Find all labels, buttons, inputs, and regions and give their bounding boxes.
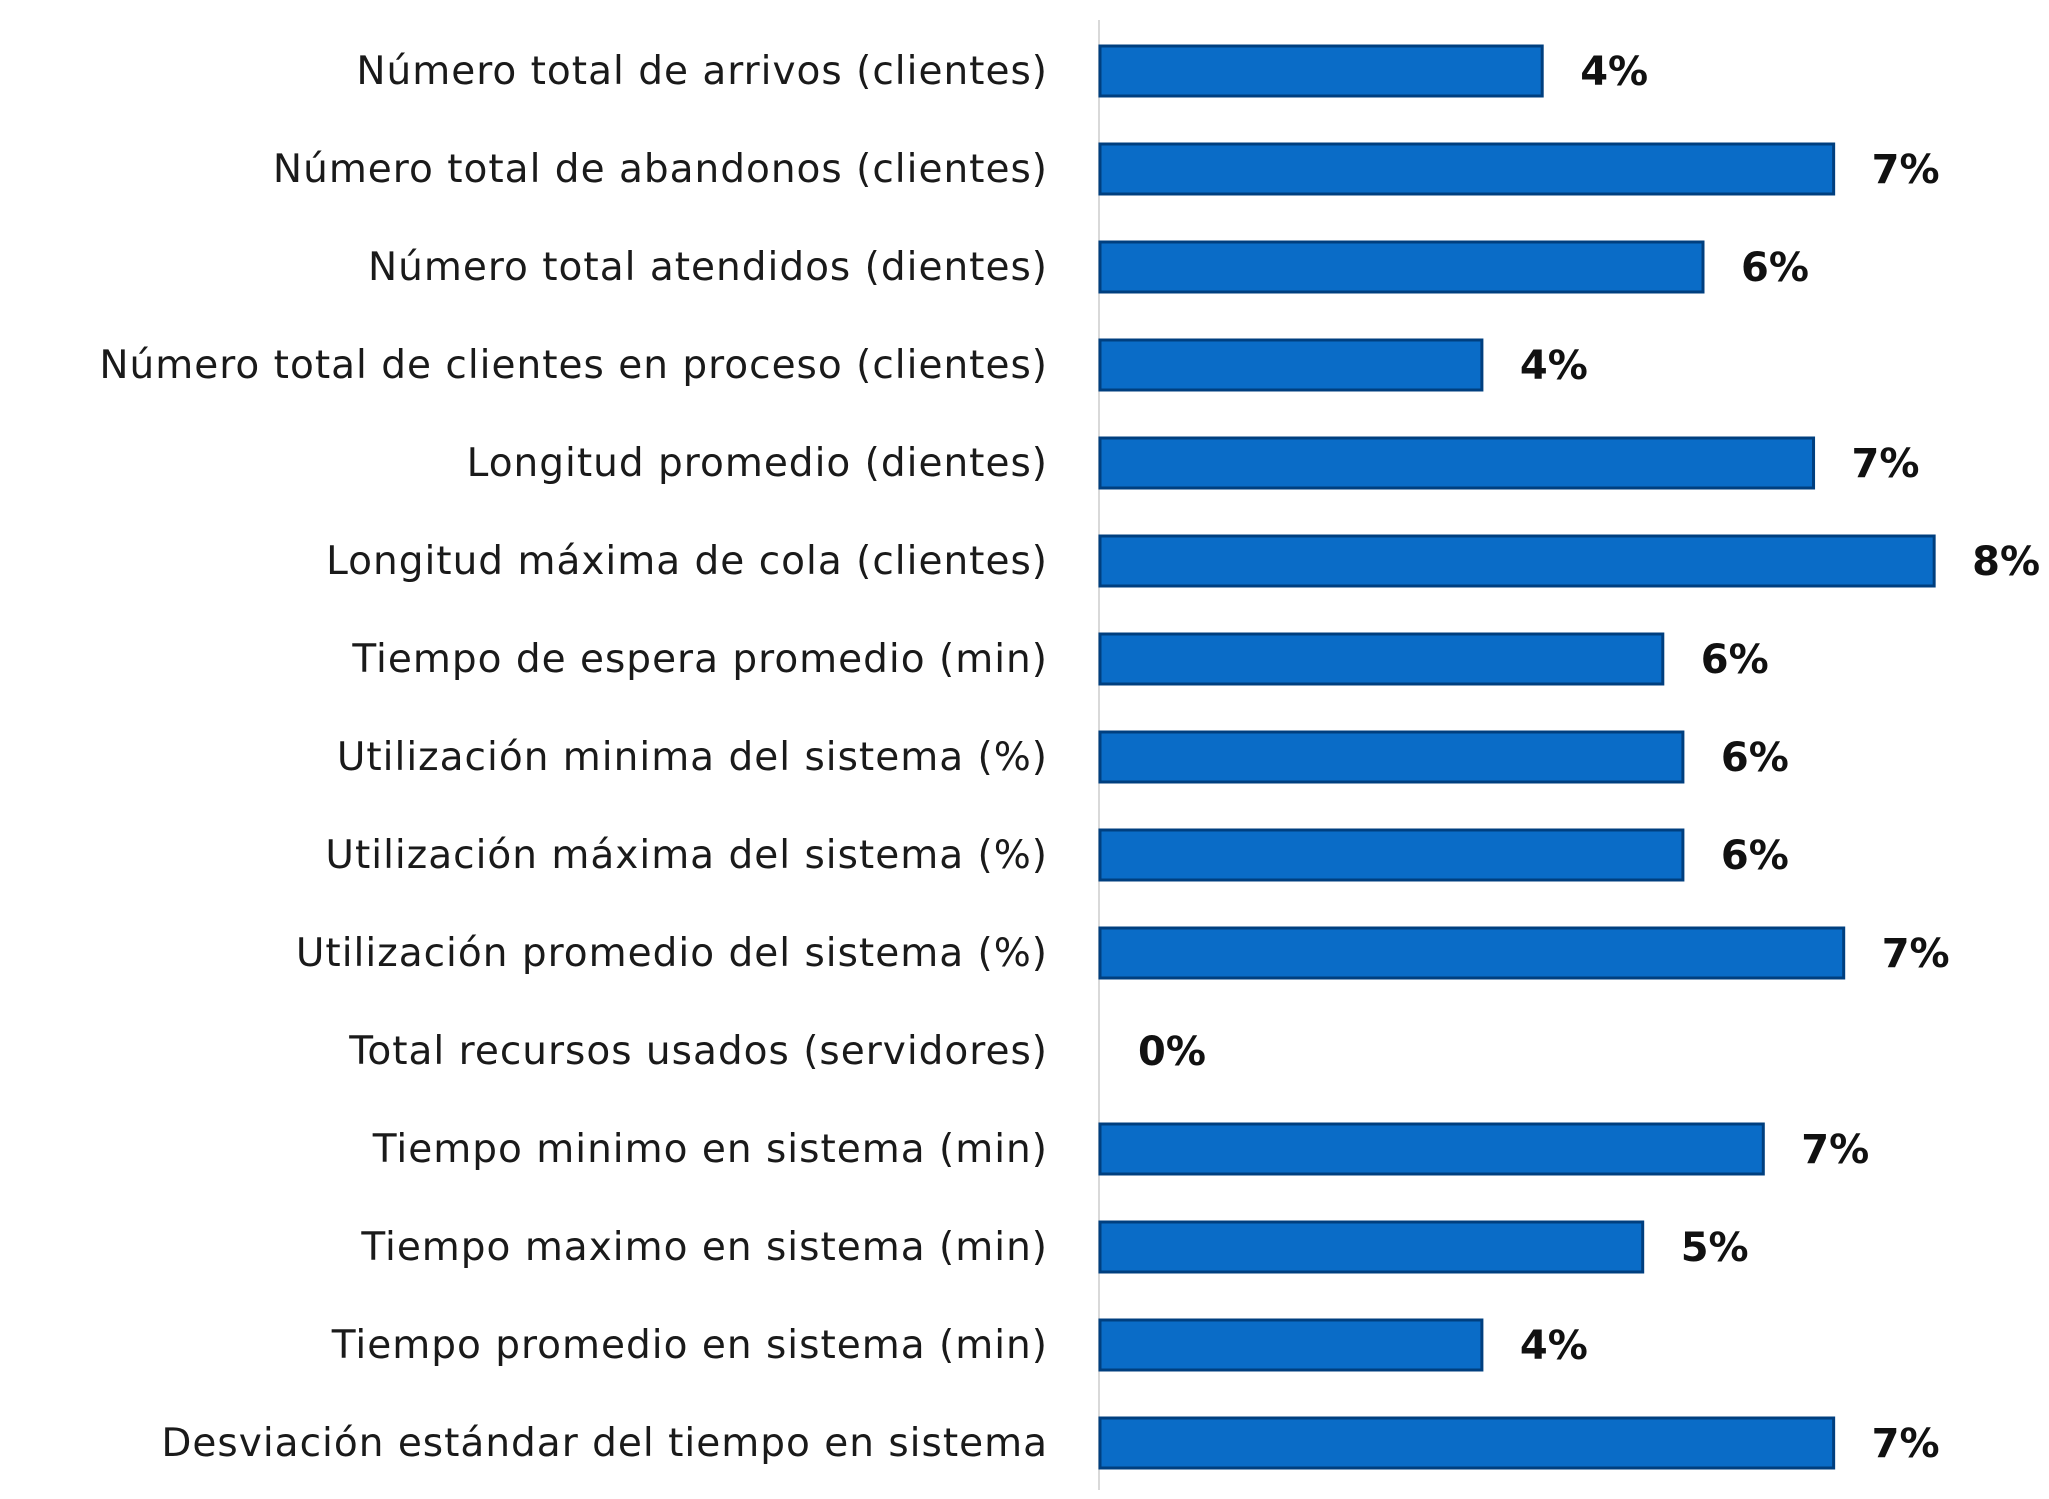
bar bbox=[1098, 632, 1665, 686]
value-label: 5% bbox=[1681, 1225, 1749, 1271]
value-label: 4% bbox=[1520, 1323, 1588, 1369]
value-label: 6% bbox=[1721, 735, 1789, 781]
category-label: Total recursos usados (servidores) bbox=[348, 1029, 1048, 1074]
value-label: 6% bbox=[1721, 833, 1789, 879]
bar bbox=[1098, 926, 1846, 980]
value-label: 4% bbox=[1580, 49, 1648, 95]
value-label: 7% bbox=[1872, 1421, 1940, 1467]
value-label: 7% bbox=[1872, 147, 1940, 193]
category-label: Número total de abandonos (clientes) bbox=[273, 147, 1048, 192]
category-label: Desviación estándar del tiempo en sistem… bbox=[161, 1421, 1048, 1466]
bar bbox=[1098, 730, 1685, 784]
value-label: 8% bbox=[1972, 539, 2040, 585]
bar bbox=[1098, 44, 1544, 98]
bar bbox=[1098, 338, 1484, 392]
bar bbox=[1098, 828, 1685, 882]
category-label: Tiempo de espera promedio (min) bbox=[351, 637, 1048, 682]
category-label: Número total de clientes en proceso (cli… bbox=[99, 343, 1048, 388]
value-label: 0% bbox=[1138, 1029, 1206, 1075]
category-label: Utilización máxima del sistema (%) bbox=[325, 833, 1048, 878]
bar bbox=[1098, 240, 1705, 294]
category-label: Tiempo maximo en sistema (min) bbox=[360, 1225, 1048, 1270]
bar bbox=[1098, 142, 1836, 196]
category-label: Longitud promedio (dientes) bbox=[467, 441, 1048, 486]
bars bbox=[1098, 44, 1936, 1470]
category-label: Tiempo promedio en sistema (min) bbox=[331, 1323, 1048, 1368]
value-label: 7% bbox=[1852, 441, 1920, 487]
category-label: Número total de arrivos (clientes) bbox=[356, 49, 1048, 94]
value-label: 6% bbox=[1701, 637, 1769, 683]
bar bbox=[1098, 534, 1936, 588]
bar bbox=[1098, 1220, 1645, 1274]
bar bbox=[1098, 1318, 1484, 1372]
value-label: 4% bbox=[1520, 343, 1588, 389]
category-label: Longitud máxima de cola (clientes) bbox=[326, 539, 1048, 584]
bar bbox=[1098, 436, 1816, 490]
category-label: Utilización minima del sistema (%) bbox=[337, 735, 1048, 780]
value-label: 7% bbox=[1882, 931, 1950, 977]
value-label: 7% bbox=[1801, 1127, 1869, 1173]
value-labels: 4% 7% 6% 4% 7% 8% 6% 6% 6% 7% 0% 7% 5% 4% 7% bbox=[1138, 49, 2040, 1467]
category-label: Tiempo minimo en sistema (min) bbox=[372, 1127, 1048, 1172]
category-label: Utilización promedio del sistema (%) bbox=[296, 931, 1048, 976]
value-label: 6% bbox=[1741, 245, 1809, 291]
bar bbox=[1098, 1416, 1836, 1470]
category-labels: Número total de arrivos (clientes) Número… bbox=[99, 49, 1048, 1466]
bar bbox=[1098, 1122, 1765, 1176]
category-label: Número total atendidos (dientes) bbox=[368, 245, 1048, 290]
